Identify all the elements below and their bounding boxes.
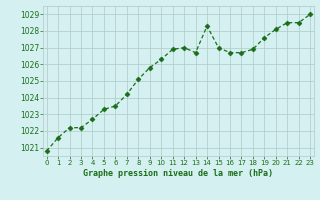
X-axis label: Graphe pression niveau de la mer (hPa): Graphe pression niveau de la mer (hPa) bbox=[84, 169, 273, 178]
